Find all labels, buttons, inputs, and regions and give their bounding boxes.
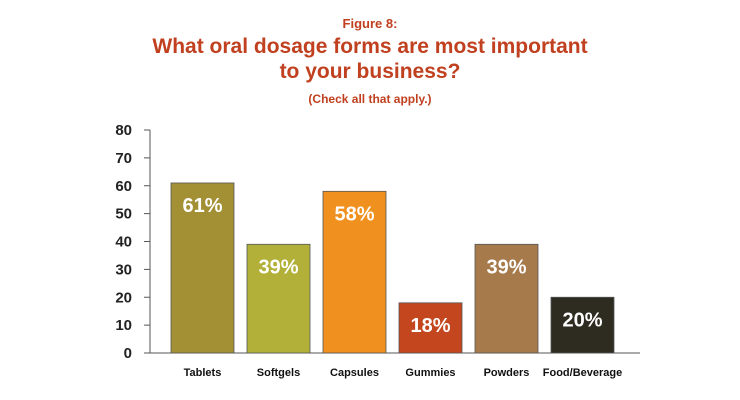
bars [170,182,615,354]
bar-softgels [246,243,311,354]
data-label: 61% [182,195,222,217]
data-label: 39% [486,256,526,278]
bar-food-beverage [550,296,615,354]
bar-tablets [170,182,235,354]
y-tick-label: 10 [115,317,132,334]
data-label: 39% [258,256,298,278]
chart-subtitle: (Check all that apply.) [308,92,432,106]
data-label: 58% [334,203,374,225]
data-label: 20% [562,309,602,331]
chart-title: What oral dosage forms are most importan… [0,34,740,84]
y-tick-label: 70 [115,150,132,167]
category-label: Powders [484,367,530,379]
y-tick-label: 80 [115,122,132,139]
y-tick-label: 30 [115,261,132,278]
bar-powders [474,243,539,354]
chart-title-line-1: What oral dosage forms are most importan… [152,35,588,58]
y-tick-label: 50 [115,206,132,223]
y-tick-label: 20 [115,289,132,306]
figure-label: Figure 8: [342,16,398,31]
category-label: Tablets [184,367,222,379]
bar-capsules [322,190,387,354]
labels: 61% Tablets 39% Softgels 58% Capsules 18% Gummi… [182,195,622,379]
bar-gummies [398,302,463,354]
category-label: Food/Beverage [543,367,622,379]
data-label: 18% [410,315,450,337]
y-tick-label: 0 [124,345,132,362]
chart-title-line-2: to your business? [279,60,461,83]
category-label: Gummies [405,367,455,379]
y-tick-label: 60 [115,178,132,195]
axes: 0 10 20 30 40 50 60 70 80 [115,122,640,362]
y-tick-label: 40 [115,234,132,251]
category-label: Capsules [330,367,379,379]
category-label: Softgels [257,367,300,379]
